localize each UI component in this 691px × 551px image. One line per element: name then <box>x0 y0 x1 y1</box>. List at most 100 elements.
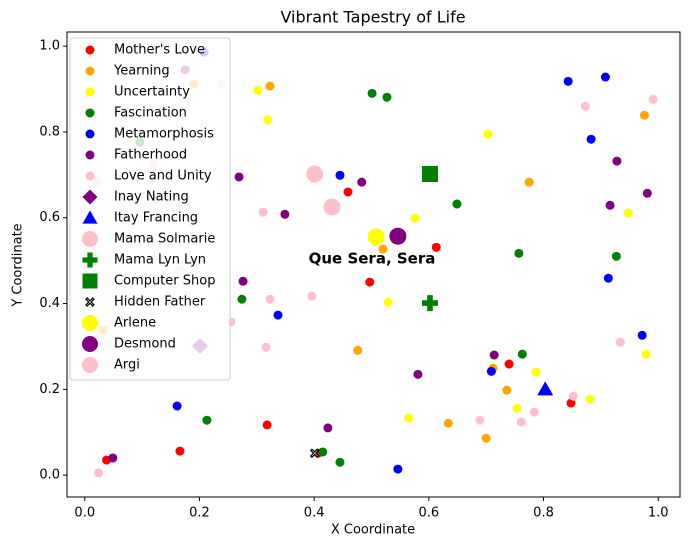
point <box>309 448 320 459</box>
point <box>568 391 578 401</box>
point <box>431 242 441 252</box>
y-tick-label: 0.6 <box>39 210 60 225</box>
point <box>580 101 590 111</box>
point <box>323 198 341 216</box>
legend-label: Mama Solmarie <box>114 232 215 247</box>
legend-box <box>69 37 231 381</box>
point <box>489 350 499 360</box>
point <box>512 403 522 413</box>
point <box>537 381 554 396</box>
point <box>413 369 423 379</box>
point <box>611 251 621 261</box>
point <box>335 170 345 180</box>
x-tick-label: 0.0 <box>74 506 95 521</box>
point <box>202 415 212 425</box>
point <box>404 413 414 423</box>
legend-marker <box>82 273 98 289</box>
point <box>234 172 244 182</box>
point <box>605 200 615 210</box>
legend-label: Mama Lyn Lyn <box>114 253 206 268</box>
x-tick-label: 0.8 <box>533 506 554 521</box>
legend-marker <box>82 315 98 331</box>
legend-marker <box>82 189 98 205</box>
point <box>265 294 275 304</box>
point <box>637 330 647 340</box>
x-axis-label: X Coordinate <box>331 523 415 538</box>
point <box>335 457 345 467</box>
point <box>306 165 324 183</box>
legend-marker <box>85 297 95 307</box>
point <box>421 165 438 182</box>
x-tick-label: 0.2 <box>189 506 210 521</box>
point <box>323 423 333 433</box>
x-tick-label: 0.6 <box>418 506 439 521</box>
point <box>475 415 485 425</box>
point <box>365 277 375 287</box>
point <box>108 453 118 463</box>
point <box>563 76 573 86</box>
point <box>367 88 377 98</box>
point <box>639 110 649 120</box>
legend-marker <box>85 171 95 181</box>
point <box>514 248 524 258</box>
y-axis-label: Y Coordinate <box>11 223 26 307</box>
legend-label: Fascination <box>114 106 187 121</box>
point <box>615 337 625 347</box>
point <box>529 407 539 417</box>
point <box>238 276 248 286</box>
point <box>262 420 272 430</box>
legend-label: Mother's Love <box>114 43 205 58</box>
point <box>641 349 651 359</box>
point <box>237 294 247 304</box>
point <box>516 417 526 427</box>
annotation: Que Sera, Sera <box>309 250 436 268</box>
point <box>261 342 271 352</box>
legend-marker <box>82 252 98 268</box>
point <box>357 177 367 187</box>
point <box>343 187 353 197</box>
legend-marker <box>82 210 98 224</box>
legend-marker <box>85 45 95 55</box>
point <box>443 418 453 428</box>
point <box>393 464 403 474</box>
point <box>524 177 534 187</box>
legend-label: Uncertainty <box>114 85 190 100</box>
point <box>253 85 263 95</box>
point <box>421 295 438 312</box>
legend-label: Computer Shop <box>114 274 215 289</box>
legend-label: Itay Francing <box>114 211 198 226</box>
legend-marker <box>85 87 95 97</box>
point <box>586 134 596 144</box>
legend-label: Hidden Father <box>114 295 206 310</box>
point <box>603 273 613 283</box>
point <box>382 92 392 102</box>
legend-marker <box>85 66 95 76</box>
legend-label: Inay Nating <box>114 190 189 205</box>
point <box>517 349 527 359</box>
y-tick-label: 1.0 <box>39 39 60 54</box>
y-tick-label: 0.4 <box>39 296 60 311</box>
point <box>265 81 275 91</box>
point <box>504 359 514 369</box>
legend-marker <box>85 150 95 160</box>
legend-label: Love and Unity <box>114 169 212 184</box>
legend-marker <box>82 357 98 373</box>
legend: Mother's Love Yearning Uncertainty Fascinat… <box>69 37 231 381</box>
y-tick-label: 0.2 <box>39 382 60 397</box>
x-tick-label: 1.0 <box>648 506 669 521</box>
point <box>410 213 420 223</box>
point <box>172 401 182 411</box>
point <box>566 398 576 408</box>
y-tick-label: 0.0 <box>39 468 60 483</box>
point <box>318 447 328 457</box>
legend-label: Desmond <box>114 337 176 352</box>
point <box>502 385 512 395</box>
legend-marker <box>85 129 95 139</box>
point <box>481 433 491 443</box>
legend-marker <box>82 336 98 352</box>
point <box>94 468 104 478</box>
legend-label: Metamorphosis <box>114 127 214 142</box>
legend-marker <box>82 231 98 247</box>
point <box>307 291 317 301</box>
